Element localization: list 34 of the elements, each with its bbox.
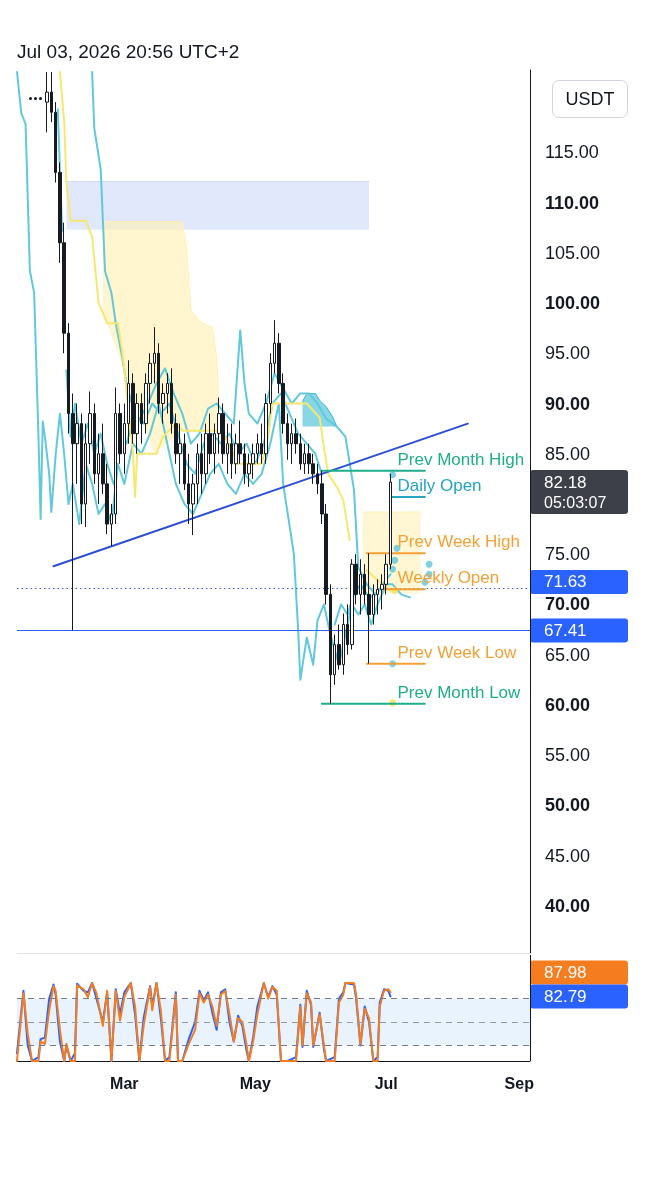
ref-line-label: 67.41 xyxy=(544,620,587,640)
y-tick-label: 95.00 xyxy=(545,343,591,364)
y-tick-label: 100.00 xyxy=(545,293,601,314)
y-tick-label: 45.00 xyxy=(545,845,591,866)
y-tick-label: 105.00 xyxy=(545,242,601,263)
chart-title: Jul 03, 2026 20:56 UTC+2 xyxy=(17,41,240,62)
y-axis-title: USDT xyxy=(565,88,615,110)
x-tick-label: Sep xyxy=(504,1074,535,1092)
series-label: Prev Month Low xyxy=(397,682,522,702)
y-tick-label: 60.00 xyxy=(545,694,591,715)
x-tick-label: May xyxy=(239,1074,271,1092)
series-label: Daily Open xyxy=(397,475,482,495)
text: 05:03:07 xyxy=(544,493,607,511)
y-tick-label: 110.00 xyxy=(545,192,600,213)
series-label: Prev Week Low xyxy=(397,642,517,662)
y-tick-label: 75.00 xyxy=(545,544,591,565)
series-label: Prev Month High xyxy=(397,449,525,469)
x-tick-label: Mar xyxy=(110,1074,139,1092)
y-tick-label: 70.00 xyxy=(545,594,591,615)
y-tick-label: 55.00 xyxy=(545,745,591,766)
series-label: Prev Week High xyxy=(397,532,520,552)
text: 82.18 xyxy=(544,472,587,492)
x-tick-label: Jul xyxy=(374,1074,398,1092)
y-tick-label: 40.00 xyxy=(545,895,591,916)
text: 82.79 xyxy=(544,986,587,1006)
y-tick-label: 50.00 xyxy=(545,795,591,816)
y-tick-label: 85.00 xyxy=(545,443,591,464)
series-label: Weekly Open xyxy=(397,568,500,588)
unit-button: USDT xyxy=(552,80,628,118)
y-tick-label: 90.00 xyxy=(545,393,591,414)
y-tick-label: 115.00 xyxy=(545,142,599,163)
y-tick-label: 65.00 xyxy=(545,644,591,665)
ref-line-label: 71.63 xyxy=(544,572,587,592)
text: 87.98 xyxy=(544,962,587,982)
